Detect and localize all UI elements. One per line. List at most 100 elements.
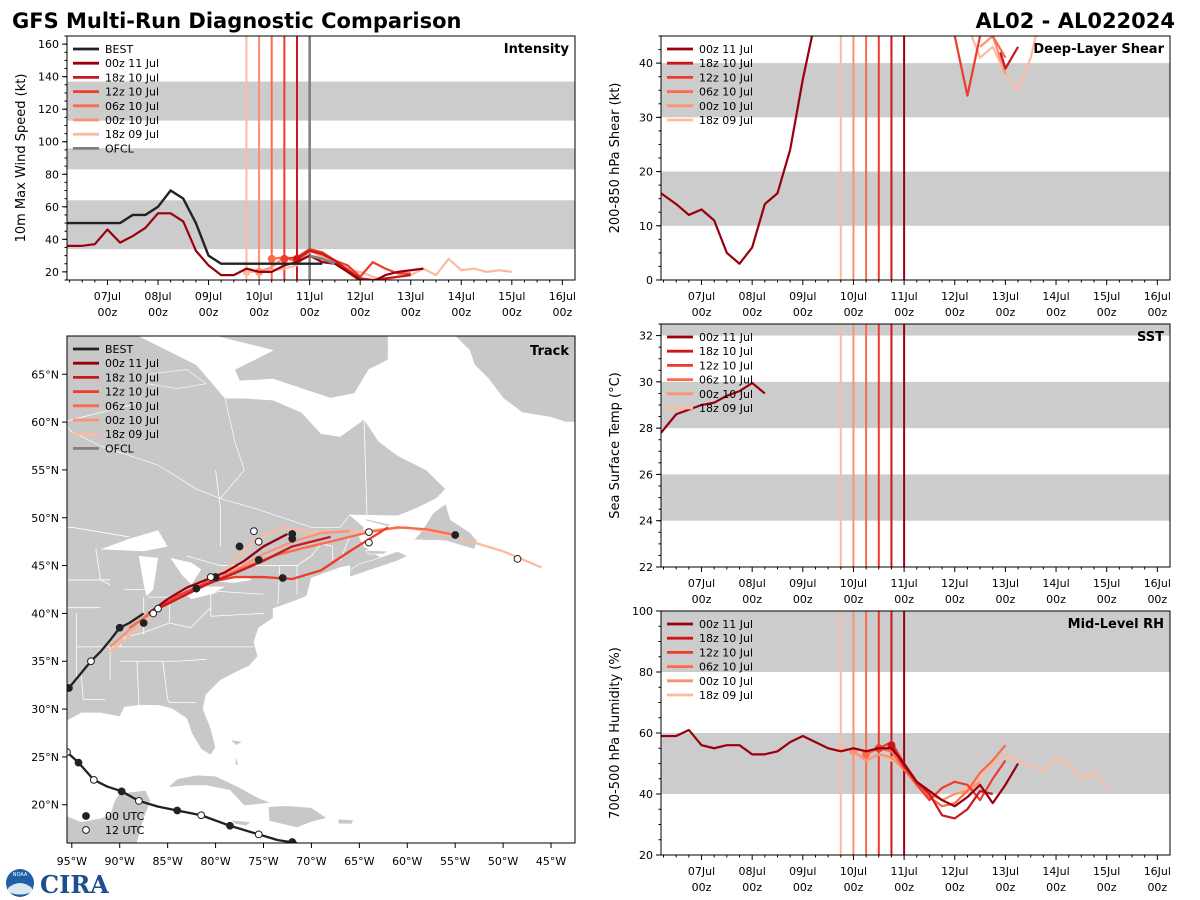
shear-xtick-date: 15Jul — [1093, 290, 1120, 303]
land-mass — [454, 336, 575, 423]
track-ytick-label: 50°N — [31, 512, 59, 525]
rh-xtick-hour: 00z — [1097, 881, 1117, 894]
shear-xtick-hour: 00z — [996, 306, 1016, 319]
sst-xtick-hour: 00z — [996, 593, 1016, 606]
land-mass — [215, 336, 389, 399]
rh-legend-label: 00z 11 Jul — [699, 618, 753, 631]
track-ytick-label: 25°N — [31, 751, 59, 764]
land-mass — [234, 754, 239, 766]
intensity-legend-label: 00z 11 Jul — [105, 57, 159, 70]
intensity-xtick-hour: 00z — [199, 306, 219, 319]
intensity-ytick-label: 140 — [38, 71, 59, 84]
shear-xtick-hour: 00z — [894, 306, 914, 319]
rh-ytick-label: 80 — [639, 666, 653, 679]
rh-ytick-label: 60 — [639, 727, 653, 740]
best-position-marker — [226, 821, 234, 830]
sst-legend-label: 18z 09 Jul — [699, 402, 753, 415]
shear-xtick-date: 16Jul — [1144, 290, 1171, 303]
track-ytick-label: 45°N — [31, 560, 59, 573]
sst-xtick-date: 11Jul — [890, 577, 917, 590]
great-lake — [138, 556, 159, 597]
track-position-marker — [365, 538, 373, 547]
sst-xtick-hour: 00z — [945, 593, 965, 606]
track-ytick-label: 55°N — [31, 464, 59, 477]
track-position-marker — [149, 609, 158, 618]
intensity-ytick-label: 160 — [38, 38, 59, 51]
track-position-marker — [451, 531, 460, 539]
track-marker-legend-label: 00 UTC — [105, 810, 145, 823]
track-position-marker — [254, 555, 263, 564]
land-mass — [67, 790, 169, 843]
sst-xtick-hour: 00z — [1147, 593, 1167, 606]
track-ytick-label: 20°N — [31, 799, 59, 812]
shear-xtick-hour: 00z — [1046, 306, 1066, 319]
land-mass — [337, 818, 355, 825]
rh-plot-area — [661, 611, 1170, 855]
intensity-plot-area — [67, 36, 575, 280]
political-border — [80, 675, 106, 700]
intensity-series-12z-10-jul — [284, 247, 411, 278]
sst-band — [661, 381, 1170, 429]
shear-ytick-label: 30 — [639, 111, 653, 124]
intensity-band — [67, 81, 575, 121]
best-position-marker — [139, 619, 148, 627]
shear-legend-label: 18z 10 Jul — [699, 57, 753, 70]
track-xtick-label: 70°W — [296, 855, 326, 868]
shear-ytick-label: 0 — [646, 274, 653, 287]
intensity-band — [67, 200, 575, 250]
land-mass — [230, 819, 252, 827]
intensity-xtick-date: 07Jul — [94, 290, 121, 303]
political-border — [136, 661, 140, 706]
sst-xtick-hour: 00z — [1046, 593, 1066, 606]
shear-series-00z-10-jul — [979, 36, 1007, 75]
land-mass — [363, 518, 392, 527]
rh-xtick-hour: 00z — [793, 881, 813, 894]
intensity-series-18z-10-jul — [296, 249, 411, 280]
shear-xtick-date: 10Jul — [840, 290, 867, 303]
sst-panel: 22 24 26 28 30 32 07Jul 00z 08Jul 00z 09Jul 00z 10Ju… — [608, 323, 1171, 606]
intensity-series-ofcl — [309, 254, 336, 265]
rh-legend-label: 00z 10 Jul — [699, 675, 753, 688]
shear-xtick-date: 14Jul — [1042, 290, 1069, 303]
track-ytick-label: 40°N — [31, 607, 59, 620]
rh-xtick-hour: 00z — [742, 881, 762, 894]
intensity-xtick-hour: 00z — [451, 306, 471, 319]
rh-xtick-date: 10Jul — [840, 865, 867, 878]
intensity-ytick-label: 40 — [45, 233, 59, 246]
political-border — [363, 419, 368, 518]
rh-xtick-date: 16Jul — [1144, 865, 1171, 878]
best-position-marker — [197, 811, 206, 820]
great-lake — [170, 557, 202, 585]
sst-ytick-label: 22 — [639, 561, 653, 574]
track-position-marker — [250, 527, 258, 536]
rh-legend-label: 12z 10 Jul — [699, 646, 753, 659]
intensity-ytick-label: 20 — [45, 266, 59, 279]
intensity-ytick-label: 120 — [38, 103, 59, 116]
intensity-xtick-date: 09Jul — [195, 290, 222, 303]
shear-band — [661, 171, 1170, 226]
shear-panel: 0 10 20 30 40 07Jul 00z 08Jul 00z 09Jul 00z 10Jul 00… — [608, 35, 1171, 319]
best-position-marker — [115, 623, 124, 632]
rh-ytick-label: 40 — [639, 788, 653, 801]
track-xtick-label: 80°W — [200, 855, 230, 868]
intensity-xtick-hour: 00z — [552, 306, 572, 319]
best-position-marker — [67, 748, 71, 757]
intensity-xtick-date: 11Jul — [296, 290, 323, 303]
land-mass — [166, 774, 272, 807]
intensity-ylabel: 10m Max Wind Speed (kt) — [14, 74, 29, 243]
political-border — [167, 699, 197, 703]
intensity-xtick-date: 16Jul — [549, 290, 576, 303]
sst-xtick-hour: 00z — [1097, 593, 1117, 606]
intensity-legend-label: 00z 10 Jul — [105, 114, 159, 127]
track-legend-label: 06z 10 Jul — [105, 400, 159, 413]
intensity-band — [67, 148, 575, 170]
intensity-xtick-date: 10Jul — [245, 290, 272, 303]
track-title: Track — [530, 344, 569, 359]
intensity-xtick-hour: 00z — [98, 306, 118, 319]
shear-xtick-date: 09Jul — [789, 290, 816, 303]
rh-xtick-hour: 00z — [894, 881, 914, 894]
rh-xtick-hour: 00z — [692, 881, 712, 894]
shear-band — [661, 63, 1170, 118]
noaa-logo-text: NOAA — [13, 872, 28, 878]
intensity-ytick-label: 80 — [45, 168, 59, 181]
